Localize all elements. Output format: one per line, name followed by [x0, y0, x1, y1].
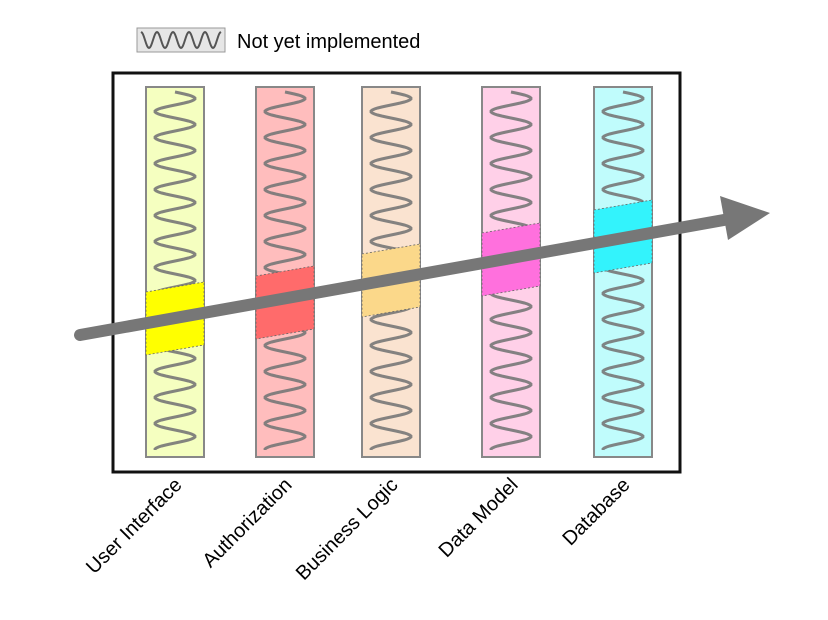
legend-label: Not yet implemented	[237, 31, 420, 53]
squiggle-icon	[153, 90, 197, 451]
layer-label: Authorization	[198, 474, 296, 572]
squiggle-icon	[263, 90, 307, 451]
squiggle-icon	[601, 90, 645, 451]
arrow-head	[720, 196, 770, 240]
legend: Not yet implemented	[136, 27, 420, 53]
layer-column	[145, 86, 205, 458]
arrow-shaft	[74, 212, 741, 341]
squiggle-icon	[140, 30, 222, 50]
layer-label: Data Model	[435, 474, 523, 562]
layer-label: User Interface	[82, 474, 186, 578]
layer-column	[481, 86, 541, 458]
layer-label: Business Logic	[292, 474, 403, 585]
layer-column	[255, 86, 315, 458]
system-frame	[111, 71, 682, 474]
slice-arrow	[74, 196, 770, 341]
layer-label: Database	[558, 474, 634, 550]
layer-column	[593, 86, 653, 458]
